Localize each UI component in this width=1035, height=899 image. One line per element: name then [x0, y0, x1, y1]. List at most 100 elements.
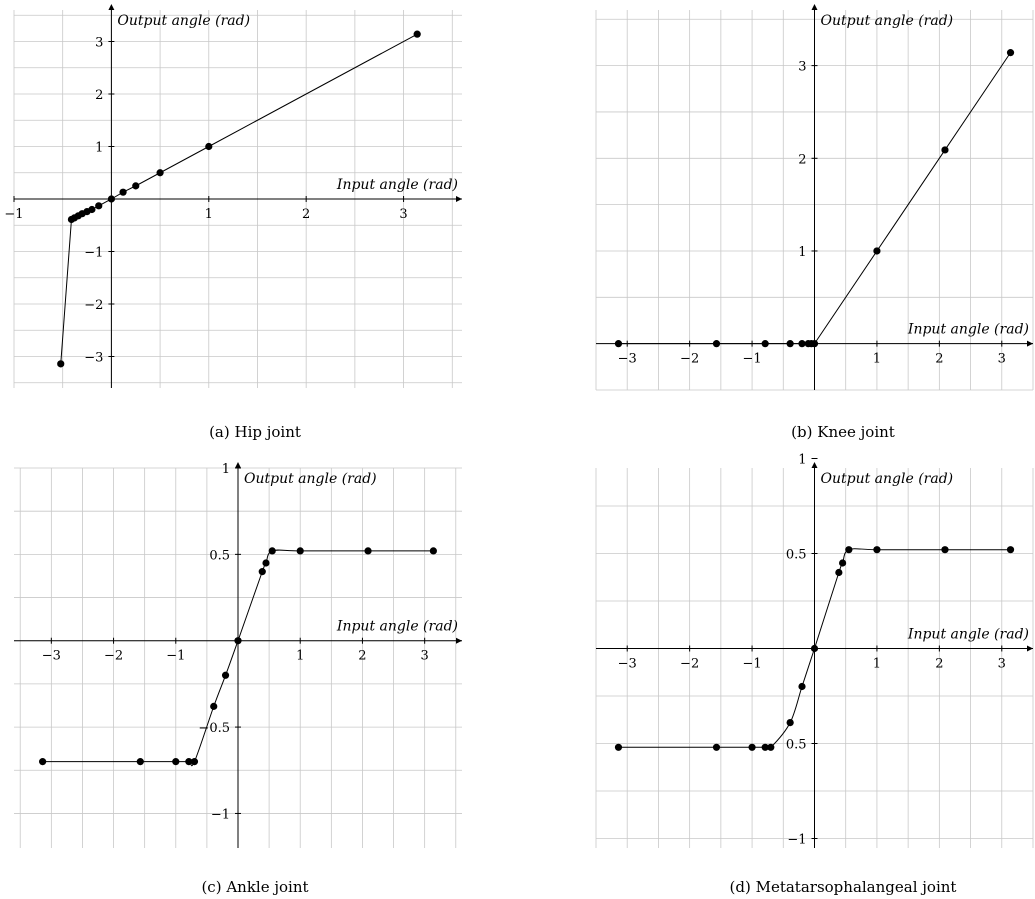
data-point — [712, 743, 721, 751]
x-axis-arrow-icon — [456, 196, 462, 202]
data-point — [185, 758, 193, 766]
data-point — [39, 758, 47, 766]
data-point — [786, 719, 794, 727]
x-tick-label: −2 — [680, 657, 699, 672]
x-tick-label: 1 — [873, 657, 881, 672]
x-tick-label: −2 — [680, 352, 699, 367]
chart-panel: −1 1 2 3 −3 −2 −1 1 2 3 Output angle (rad) Input an… — [4, 4, 462, 441]
x-axis-arrow-icon — [1027, 645, 1033, 652]
data-point — [296, 547, 304, 555]
data-point — [136, 758, 144, 766]
data-point — [614, 340, 623, 348]
y-axis-arrow-icon — [811, 4, 818, 10]
y-tick-label: 1 — [95, 141, 103, 156]
x-axis-label: Input angle (rad) — [907, 322, 1029, 338]
data-point — [88, 205, 96, 214]
data-point — [712, 340, 721, 348]
data-point — [57, 360, 65, 368]
y-tick-label: −1 — [84, 246, 103, 261]
y-tick-label: 1 — [798, 453, 806, 468]
data-point — [234, 637, 242, 645]
y-axis-label: Output angle (rad) — [244, 471, 377, 487]
data-point — [107, 195, 115, 203]
data-point — [798, 340, 806, 348]
data-point — [268, 547, 276, 555]
data-point — [262, 559, 270, 567]
figure-caption: (d) Metatarsophalangeal joint — [730, 878, 957, 896]
data-point — [221, 671, 230, 679]
y-axis-label: Output angle (rad) — [821, 13, 954, 29]
x-axis-arrow-icon — [1027, 340, 1033, 347]
data-point — [1006, 49, 1015, 57]
y-tick-label: −2 — [84, 298, 103, 313]
data-point — [1006, 546, 1015, 554]
x-tick-label: 3 — [998, 657, 1006, 672]
data-point — [95, 202, 103, 210]
x-tick-label: 1 — [873, 352, 881, 367]
x-tick-label: −3 — [618, 657, 637, 672]
chart-panel: −3 −2 −1 1 2 3 −1 0.5 0.5 1 Output angle (rad) Inpu… — [595, 453, 1034, 896]
data-point — [210, 702, 218, 710]
x-tick-label: 3 — [421, 649, 429, 664]
x-tick-label: 1 — [205, 207, 213, 222]
y-tick-label: 0.5 — [786, 548, 807, 563]
y-tick-label: 1 — [222, 462, 230, 477]
x-tick-label: −1 — [742, 352, 761, 367]
y-axis-arrow-icon — [235, 462, 241, 468]
data-point — [190, 758, 199, 766]
data-point — [258, 568, 266, 576]
x-tick-label: −3 — [42, 649, 61, 664]
data-point — [172, 758, 180, 766]
x-tick-label: 2 — [358, 649, 366, 664]
y-tick-label: 3 — [798, 60, 806, 75]
y-tick-label: 2 — [95, 88, 103, 103]
x-tick-label: 1 — [296, 649, 304, 664]
y-tick-label: −1 — [211, 807, 230, 822]
x-axis-label: Input angle (rad) — [336, 177, 458, 193]
data-point — [761, 340, 769, 348]
x-axis-label: Input angle (rad) — [907, 627, 1029, 643]
data-point — [767, 743, 775, 751]
x-tick-label: −1 — [4, 207, 23, 222]
y-axis-label: Output angle (rad) — [117, 13, 250, 29]
x-tick-label: −2 — [104, 649, 123, 664]
y-axis-arrow-icon — [108, 4, 115, 10]
data-point — [156, 169, 164, 177]
y-tick-label: −3 — [84, 351, 103, 366]
data-point — [845, 546, 853, 554]
x-tick-label: 2 — [302, 207, 310, 222]
x-tick-label: 2 — [935, 352, 943, 367]
y-tick-label: 3 — [95, 36, 103, 51]
y-axis-arrow-icon — [811, 462, 818, 468]
data-point — [119, 188, 127, 196]
data-point — [810, 644, 819, 653]
figure-caption: (a) Hip joint — [209, 423, 301, 441]
y-tick-label: −0.5 — [198, 721, 230, 736]
data-point — [798, 682, 806, 691]
x-axis-arrow-icon — [456, 637, 462, 644]
y-tick-label: 1 — [798, 245, 806, 260]
y-tick-label: 0.5 — [209, 548, 230, 563]
data-point — [873, 247, 881, 255]
data-point — [748, 743, 756, 751]
data-point — [810, 340, 819, 348]
x-tick-label: −1 — [742, 657, 761, 672]
figure-caption: (c) Ankle joint — [201, 878, 308, 896]
x-tick-label: −3 — [618, 352, 637, 367]
data-point — [873, 546, 881, 554]
chart-panel: −3 −2 −1 1 2 3 −1 −0.5 0.5 1 Output angle (rad) Inp… — [14, 462, 462, 896]
data-point — [941, 146, 949, 154]
chart-panel: −3 −2 −1 1 2 3 1 2 3 Output angle (rad) Input angl… — [595, 4, 1034, 441]
x-tick-label: 3 — [399, 207, 407, 222]
y-tick-label: −1 — [787, 833, 806, 848]
data-point — [761, 743, 769, 751]
data-point — [413, 30, 421, 38]
figure-caption: (b) Knee joint — [791, 423, 895, 441]
y-tick-label: 2 — [798, 152, 806, 167]
data-point — [205, 142, 213, 151]
y-axis-label: Output angle (rad) — [821, 471, 954, 487]
data-point — [132, 182, 140, 190]
x-axis-label: Input angle (rad) — [336, 619, 458, 635]
x-tick-label: −1 — [166, 649, 185, 664]
